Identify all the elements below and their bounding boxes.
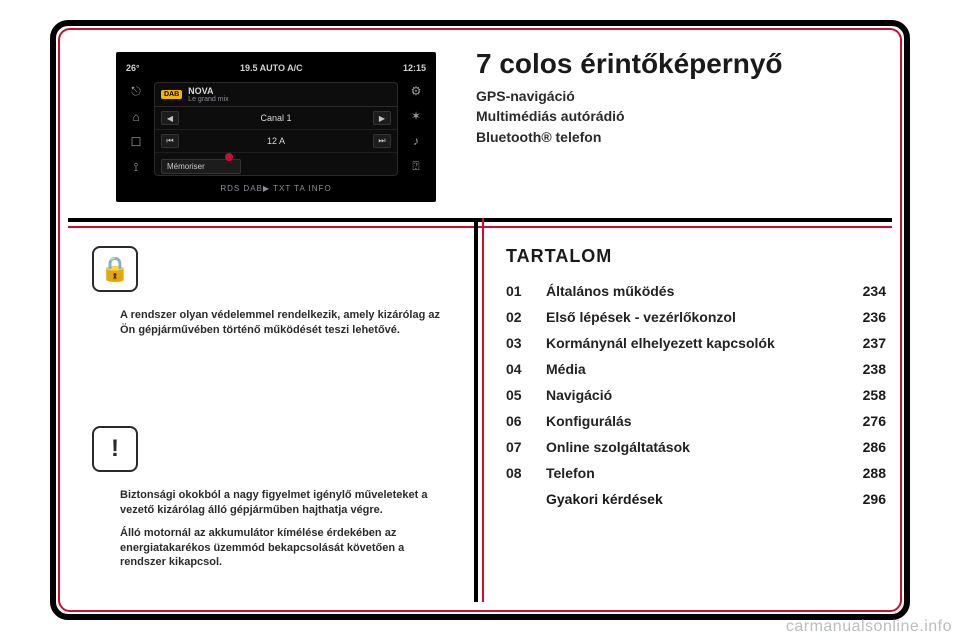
lock-icon: 🔒	[92, 246, 138, 292]
toc-num: 04	[506, 361, 536, 377]
page-subtitle-3: Bluetooth® telefon	[476, 127, 886, 147]
page-subtitle-2: Multimédiás autórádió	[476, 106, 886, 126]
toc-page: 286	[836, 439, 886, 455]
warning-icon: !	[92, 426, 138, 472]
app-icon: ☐	[131, 135, 142, 149]
toc-page: 238	[836, 361, 886, 377]
media-row-1: ◀ Canal 1 ▶	[155, 107, 397, 130]
page-title-block: 7 colos érintőképernyő GPS-navigáció Mul…	[476, 48, 886, 147]
toc-page: 237	[836, 335, 886, 351]
dab-badge: DAB	[161, 90, 182, 99]
toc-num: 07	[506, 439, 536, 455]
toc-faq-label: Gyakori kérdések	[546, 491, 826, 507]
toc-label: Telefon	[546, 465, 826, 481]
toc-faq: Gyakori kérdések 296	[506, 491, 886, 507]
warning-note-text-1: Biztonsági okokból a nagy figyelmet igén…	[92, 488, 452, 518]
toc-num: 08	[506, 465, 536, 481]
toc-item: 08 Telefon 288	[506, 465, 886, 481]
warning-note: ! Biztonsági okokból a nagy figyelmet ig…	[92, 426, 452, 570]
forward-icon: ⏭	[373, 134, 391, 148]
toc-item: 04 Média 238	[506, 361, 886, 377]
toc-item: 07 Online szolgáltatások 286	[506, 439, 886, 455]
channel-label: Canal 1	[260, 113, 291, 123]
toc-page: 234	[836, 283, 886, 299]
toc-label: Online szolgáltatások	[546, 439, 826, 455]
toc-item: 03 Kormánynál elhelyezett kapcsolók 237	[506, 335, 886, 351]
toc-item: 06 Konfigurálás 276	[506, 413, 886, 429]
divider-vertical	[474, 218, 478, 602]
security-note-text: A rendszer olyan védelemmel rendelkezik,…	[92, 308, 452, 338]
media-panel: DAB NOVA Le grand mix ◀ Canal 1 ▶ ⏮ 12 A…	[154, 82, 398, 176]
toc-page: 276	[836, 413, 886, 429]
back-icon: ⎋	[131, 84, 141, 99]
toc-num: 03	[506, 335, 536, 351]
rewind-icon: ⏮	[161, 134, 179, 148]
toc-item: 02 Első lépések - vezérlőkonzol 236	[506, 309, 886, 325]
station-sub: Le grand mix	[188, 96, 228, 103]
status-bar: 26° 19.5 AUTO A/C 12:15	[122, 58, 430, 78]
watermark: carmanualsonline.info	[786, 618, 952, 636]
toc-label: Média	[546, 361, 826, 377]
prev-icon: ◀	[161, 111, 179, 125]
next-icon: ▶	[373, 111, 391, 125]
home-icon: ⌂	[132, 110, 139, 124]
toc-title: TARTALOM	[506, 246, 886, 267]
gear-icon: ⚙	[411, 84, 422, 98]
table-of-contents: TARTALOM 01 Általános működés 234 02 Els…	[506, 246, 886, 507]
right-icon-rail: ⚙ ✶ ♪ ⍰	[402, 82, 430, 176]
memorize-button: Mémoriser	[161, 159, 241, 174]
page-subtitle-1: GPS-navigáció	[476, 86, 886, 106]
manual-page: 26° 19.5 AUTO A/C 12:15 ⎋ ⌂ ☐ ⟟ DAB NOVA…	[50, 20, 910, 620]
toc-item: 05 Navigáció 258	[506, 387, 886, 403]
media-footer: RDS DAB▶ TXT TA INFO	[122, 180, 430, 196]
toc-faq-page: 296	[836, 491, 886, 507]
toc-label: Első lépések - vezérlőkonzol	[546, 309, 826, 325]
toc-label: Általános működés	[546, 283, 826, 299]
status-time: 12:15	[403, 63, 426, 73]
toc-label: Konfigurálás	[546, 413, 826, 429]
station-name: NOVA	[188, 86, 228, 96]
status-climate: 19.5 AUTO A/C	[240, 63, 303, 73]
toc-num: 05	[506, 387, 536, 403]
touchscreen-preview: 26° 19.5 AUTO A/C 12:15 ⎋ ⌂ ☐ ⟟ DAB NOVA…	[116, 52, 436, 202]
toc-item: 01 Általános működés 234	[506, 283, 886, 299]
toc-num: 01	[506, 283, 536, 299]
toc-page: 236	[836, 309, 886, 325]
page-title: 7 colos érintőképernyő	[476, 48, 886, 80]
nav-icon: ⟟	[134, 160, 138, 175]
left-icon-rail: ⎋ ⌂ ☐ ⟟	[122, 82, 150, 176]
status-temp: 26°	[126, 63, 140, 73]
media-row-2: ⏮ 12 A ⏭	[155, 130, 397, 153]
star-icon: ✶	[411, 109, 421, 123]
toc-num: 02	[506, 309, 536, 325]
divider-horizontal	[68, 218, 892, 222]
toc-num: 06	[506, 413, 536, 429]
toc-page: 258	[836, 387, 886, 403]
toc-label: Kormánynál elhelyezett kapcsolók	[546, 335, 826, 351]
preset-label: 12 A	[267, 136, 285, 146]
security-note: 🔒 A rendszer olyan védelemmel rendelkezi…	[92, 246, 452, 338]
media-header: DAB NOVA Le grand mix	[155, 83, 397, 107]
help-icon: ⍰	[412, 159, 419, 174]
warning-note-text-2: Álló motornál az akkumulátor kímélése ér…	[92, 526, 452, 571]
music-icon: ♪	[413, 134, 419, 148]
toc-page: 288	[836, 465, 886, 481]
toc-label: Navigáció	[546, 387, 826, 403]
